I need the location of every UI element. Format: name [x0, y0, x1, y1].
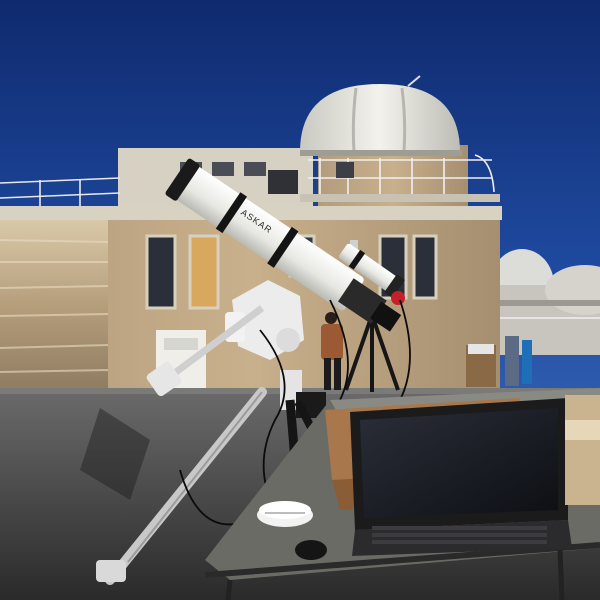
counterweight-bar — [146, 305, 265, 397]
computer-mouse — [295, 540, 327, 560]
wifi-router — [257, 501, 313, 527]
background-telescope-mount — [344, 314, 400, 392]
distant-person — [321, 312, 343, 390]
refractor-telescope: ASKAR — [165, 158, 402, 332]
equipment-boxes — [466, 336, 532, 387]
right-edge-streak — [565, 395, 600, 505]
observatory-dome — [300, 75, 500, 215]
guide-scope — [339, 243, 406, 305]
laptop — [350, 398, 572, 556]
